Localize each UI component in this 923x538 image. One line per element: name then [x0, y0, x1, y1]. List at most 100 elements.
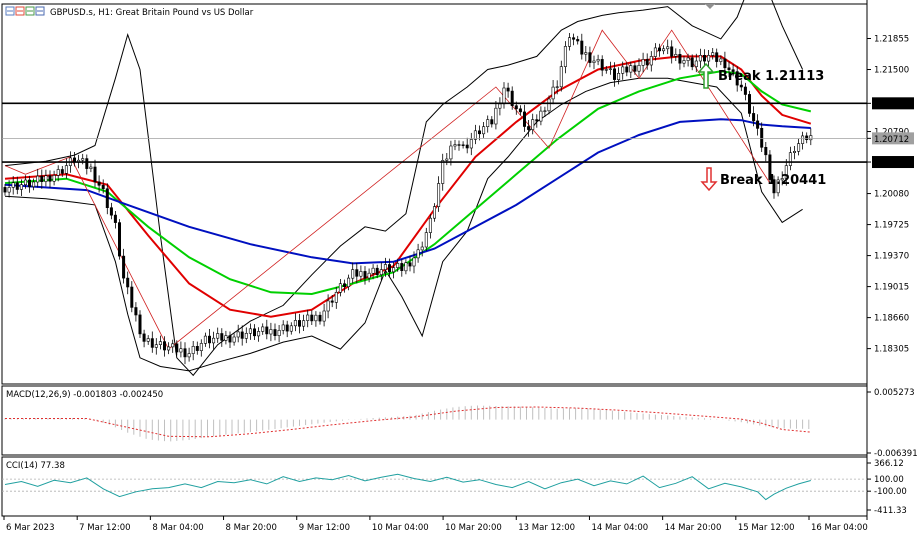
candle-body	[735, 71, 739, 86]
candle-body	[158, 341, 162, 346]
candle-body	[580, 40, 584, 55]
candle-body	[220, 333, 224, 341]
tick-chart-icon[interactable]	[25, 6, 35, 16]
break-up-arrow-icon	[697, 62, 715, 89]
break-down-label: Break 1.20441	[720, 173, 826, 188]
candle-body	[89, 166, 93, 169]
candle-body	[698, 54, 702, 62]
price-tick-label: 1.19725	[874, 221, 909, 231]
candle-body	[281, 324, 285, 331]
candle-body	[224, 335, 228, 341]
candle-body	[543, 110, 547, 112]
chart-shift-marker-icon[interactable]	[705, 4, 715, 9]
candle-body	[514, 105, 518, 110]
candle-body	[167, 346, 171, 351]
candle-body	[253, 328, 257, 337]
candle-body	[563, 46, 567, 67]
time-tick-label: 10 Mar 04:00	[372, 523, 429, 533]
candle-body	[453, 144, 457, 147]
candle-body	[338, 283, 342, 293]
candle-body	[764, 147, 768, 156]
candle-body	[101, 185, 105, 190]
candle-body	[347, 277, 351, 288]
candle-body	[130, 286, 134, 308]
candle-body	[645, 59, 649, 66]
candle-body	[674, 53, 678, 57]
candle-body	[662, 48, 666, 52]
candle-body	[788, 152, 792, 166]
add-chart-icon[interactable]	[35, 6, 45, 16]
time-tick-label: 14 Mar 04:00	[591, 523, 648, 533]
candle-body	[7, 187, 11, 193]
candle-body	[375, 267, 379, 276]
cci-tick-label: 100.00	[874, 475, 904, 485]
break-down-arrow-icon	[700, 167, 718, 192]
candle-body	[93, 166, 97, 183]
candle-body	[44, 175, 48, 182]
candle-body	[187, 353, 191, 358]
candle-body	[666, 46, 670, 50]
ma-red-line	[4, 55, 812, 318]
price-tick-label: 1.18660	[874, 314, 909, 324]
candle-body	[678, 53, 682, 64]
candle-body	[756, 120, 760, 129]
candle-body	[105, 188, 109, 208]
cci-tick-label: -411.33	[874, 506, 907, 516]
candle-body	[212, 337, 216, 344]
candle-body	[449, 145, 453, 160]
candle-body	[477, 130, 481, 135]
candle-body	[498, 103, 502, 109]
time-tick-label: 14 Mar 20:00	[665, 523, 722, 533]
ma-green-line	[4, 70, 812, 296]
price-tick-label: 1.21500	[874, 66, 909, 76]
candle-body	[555, 86, 559, 88]
candle-body	[175, 343, 179, 353]
candle-body	[379, 269, 383, 276]
candle-body	[387, 264, 391, 273]
candle-body	[367, 272, 371, 279]
candle-body	[400, 263, 404, 271]
candle-body	[236, 331, 240, 338]
candle-body	[359, 271, 363, 277]
candle-body	[306, 314, 310, 321]
candle-body	[297, 320, 301, 327]
candle-body	[56, 169, 60, 176]
candle-body	[625, 66, 629, 73]
candle-body	[592, 60, 596, 63]
oscillator-icon[interactable]	[15, 6, 25, 16]
candle-body	[355, 269, 359, 277]
candle-body	[138, 314, 142, 335]
candle-body	[113, 214, 117, 223]
price-label: 1.20712	[874, 135, 909, 145]
candle-body	[494, 107, 498, 125]
candle-body	[801, 135, 805, 144]
candle-body	[510, 90, 514, 106]
candle-body	[285, 324, 289, 332]
candle-body	[596, 59, 600, 62]
window-icon[interactable]	[5, 6, 15, 16]
candle-body	[482, 126, 486, 135]
candle-body	[342, 283, 346, 288]
candle-body	[797, 143, 801, 152]
candle-body	[289, 325, 293, 332]
candle-body	[171, 343, 175, 348]
cci-panel-frame	[1, 456, 868, 517]
price-tick-label: 1.19370	[874, 252, 909, 262]
candle-body	[11, 182, 15, 188]
candle-body	[784, 165, 788, 179]
candle-body	[3, 187, 7, 193]
time-tick-label: 7 Mar 12:00	[79, 523, 130, 533]
candle-body	[809, 135, 813, 141]
candle-body	[269, 329, 273, 335]
cci-title: CCI(14) 77.38	[6, 461, 65, 471]
candle-body	[657, 47, 661, 52]
candle-body	[641, 59, 645, 66]
candle-body	[48, 175, 52, 182]
candle-body	[465, 144, 469, 149]
candle-body	[527, 126, 531, 130]
candle-body	[715, 52, 719, 62]
candle-body	[191, 345, 195, 354]
candle-body	[40, 175, 44, 183]
macd-title: MACD(12,26,9) -0.001803 -0.002450	[6, 390, 163, 400]
